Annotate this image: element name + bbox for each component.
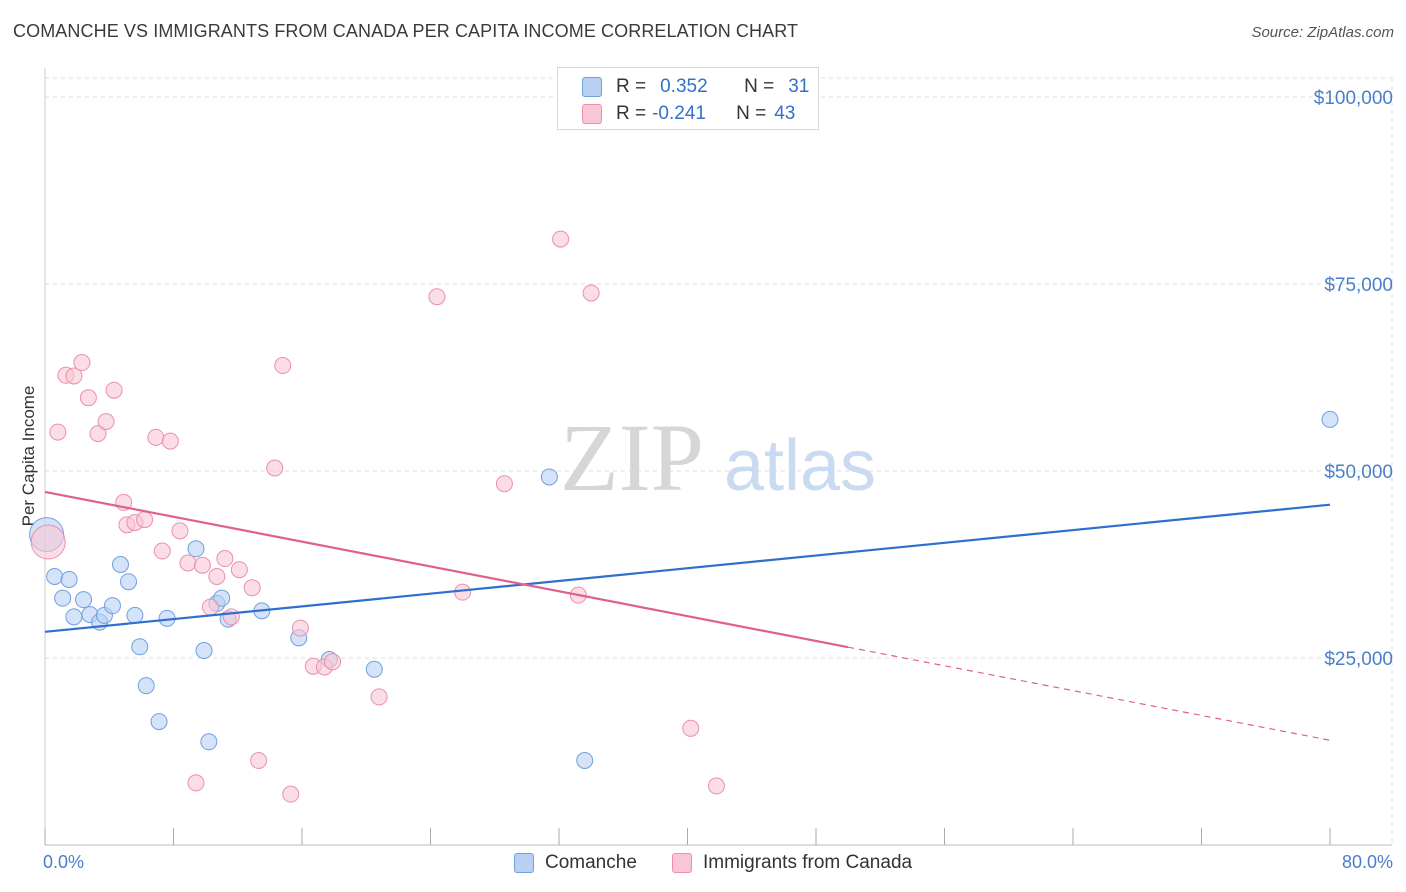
pink-point (282, 785, 300, 803)
legend-n-value: 43 (774, 103, 796, 124)
bottom-legend-swatch-pink (672, 853, 692, 873)
bottom-legend-canada: Immigrants from Canada (672, 852, 912, 874)
pink-point (97, 413, 115, 431)
blue-point (187, 540, 205, 558)
pink-point (79, 389, 97, 407)
pink-point (89, 425, 107, 443)
blue-point (137, 677, 155, 695)
pink-point (49, 423, 67, 441)
legend-row-canada: R = -0.241 N = 43 (582, 102, 795, 126)
blue-point (150, 713, 168, 731)
legend-r-label: R = (616, 103, 647, 124)
legend-n-label: N = (744, 76, 775, 97)
trend-lines (44, 490, 1331, 741)
pink-point (201, 598, 219, 616)
pink-point (370, 688, 388, 706)
pink-point (266, 459, 284, 477)
blue-point (1321, 410, 1339, 428)
pink-point (73, 354, 91, 372)
pink-point (454, 583, 472, 601)
pink-point (161, 432, 179, 450)
bottom-legend-comanche: Comanche (514, 852, 637, 874)
pink-point (495, 475, 513, 493)
pink-point (274, 357, 292, 375)
pink-point (682, 719, 700, 737)
watermark-zip: ZIP (560, 404, 704, 511)
pink-point (187, 774, 205, 792)
correlation-legend: R = 0.352 N = 31 R = -0.241 N = 43 (557, 67, 819, 130)
pink-point (582, 284, 600, 302)
blue-point (120, 573, 138, 591)
blue-point (200, 733, 218, 751)
gridlines (45, 77, 1393, 845)
watermark-atlas: atlas (724, 426, 876, 506)
blue-point (75, 591, 93, 609)
chart-title: COMANCHE VS IMMIGRANTS FROM CANADA PER C… (13, 21, 799, 41)
pink-point (171, 522, 189, 540)
y-tick-label: $100,000 (1314, 88, 1393, 109)
blue-point (365, 660, 383, 678)
pink-point (65, 367, 83, 385)
blue-point (111, 556, 129, 573)
pink-point (552, 230, 570, 248)
blue-point (103, 597, 121, 615)
pink-point (153, 542, 171, 560)
blue-point (576, 751, 594, 769)
pink-point (222, 608, 240, 626)
legend-n-label: N = (736, 103, 767, 124)
blue-point (195, 642, 213, 660)
pink-point (179, 554, 197, 572)
pink-point (291, 619, 309, 637)
pink-point (243, 579, 261, 597)
pink-point (30, 524, 66, 560)
pink-point (147, 428, 165, 446)
pink-point (324, 653, 342, 671)
data-points (29, 230, 1339, 803)
y-tick-label: $75,000 (1324, 275, 1393, 296)
pink-point (428, 288, 446, 306)
legend-r-value: 0.352 (660, 76, 708, 97)
pink-trend-line (44, 490, 849, 649)
legend-row-comanche: R = 0.352 N = 31 (582, 75, 809, 99)
bottom-legend-label: Immigrants from Canada (703, 852, 913, 873)
source-credit: Source: ZipAtlas.com (1251, 24, 1394, 41)
legend-r-value: -0.241 (652, 103, 706, 124)
axes (44, 68, 1392, 846)
watermark: ZIP atlas (560, 404, 876, 511)
legend-swatch-pink (582, 104, 602, 124)
blue-point (60, 570, 78, 588)
blue-point (131, 638, 149, 656)
y-tick-labels: $25,000 $50,000 $75,000 $100,000 (1314, 88, 1393, 670)
y-tick-label: $50,000 (1324, 462, 1393, 483)
legend-swatch-blue (582, 77, 602, 97)
y-tick-label: $25,000 (1324, 649, 1393, 670)
blue-point (46, 567, 64, 585)
bottom-legend-label: Comanche (545, 852, 637, 873)
pink-point (193, 556, 211, 574)
pink-point (136, 511, 154, 529)
blue-point (54, 589, 72, 607)
legend-n-value: 31 (788, 76, 810, 97)
bottom-legend-swatch-blue (514, 853, 534, 873)
blue-point (65, 608, 83, 626)
blue-point (213, 589, 231, 607)
legend-r-label: R = (616, 76, 647, 97)
pink-point (230, 561, 248, 579)
pink-point (707, 777, 725, 795)
blue-point (540, 468, 558, 486)
pink-point (250, 751, 268, 769)
pink-point (216, 550, 234, 568)
pink-point (208, 567, 226, 585)
blue-point (126, 606, 144, 624)
pink-point (105, 381, 123, 399)
x-tick-label-max: 80.0% (1341, 852, 1393, 872)
x-tick-label-min: 0.0% (43, 852, 85, 872)
blue-trend-line (44, 503, 1331, 633)
pink-trend-line-extension (848, 646, 1331, 741)
